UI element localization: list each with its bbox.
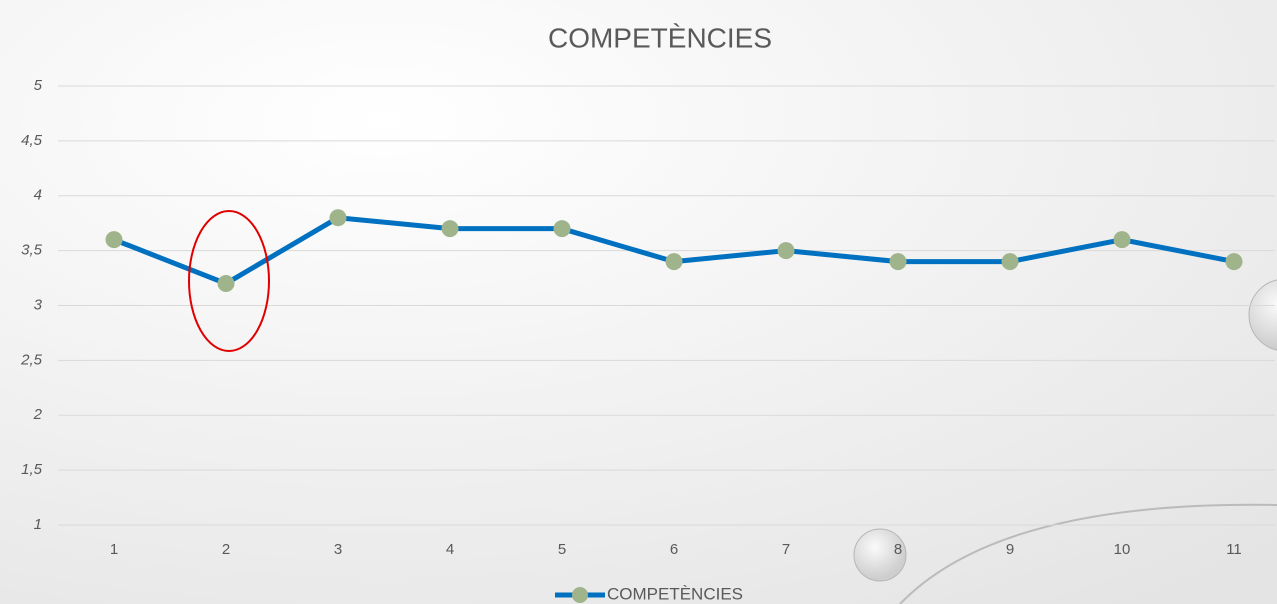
point-marker: [1113, 231, 1131, 249]
y-tick-label: 4,5: [21, 132, 43, 149]
point-marker: [889, 253, 907, 271]
point-marker: [329, 209, 347, 227]
x-tick-label: 3: [334, 541, 342, 558]
point-marker: [217, 275, 235, 293]
point-marker: [105, 231, 123, 249]
y-tick-label: 2,5: [20, 351, 43, 368]
y-tick-label: 4: [34, 187, 42, 204]
y-tick-label: 5: [34, 77, 43, 94]
point-marker: [1001, 253, 1019, 271]
legend-marker: [572, 587, 588, 603]
x-tick-label: 11: [1226, 541, 1242, 558]
water-drop: [1248, 279, 1277, 351]
x-tick-label: 8: [894, 541, 902, 558]
water-streak: [899, 503, 1277, 604]
x-tick-label: 10: [1114, 541, 1131, 558]
x-tick-label: 5: [558, 541, 566, 558]
legend-label: COMPETÈNCIES: [607, 584, 743, 603]
y-tick-label: 1: [34, 516, 42, 533]
x-tick-label: 7: [782, 541, 790, 558]
x-tick-label: 2: [222, 541, 230, 558]
y-tick-label: 2: [33, 406, 43, 423]
point-marker: [553, 220, 571, 238]
x-tick-label: 6: [670, 541, 678, 558]
y-tick-label: 3,5: [21, 242, 43, 259]
chart-title: COMPETÈNCIES: [548, 22, 772, 53]
y-tick-label: 3: [34, 296, 43, 313]
plot-area: 1 1,5 2 2,5 3 3,5 4 4,5 5 1 2 3 4 5 6 7 8 9 10 11 COMPETÈNCI…: [20, 77, 1275, 603]
highlight-circle: [188, 210, 270, 352]
point-marker: [777, 242, 795, 260]
x-tick-label: 1: [110, 541, 118, 558]
water-drop: [853, 528, 907, 582]
x-tick-label: 4: [446, 541, 454, 558]
point-marker: [441, 220, 459, 238]
x-tick-label: 9: [1006, 541, 1014, 558]
y-tick-label: 1,5: [21, 461, 43, 478]
point-marker: [665, 253, 683, 271]
point-marker: [1225, 253, 1243, 271]
